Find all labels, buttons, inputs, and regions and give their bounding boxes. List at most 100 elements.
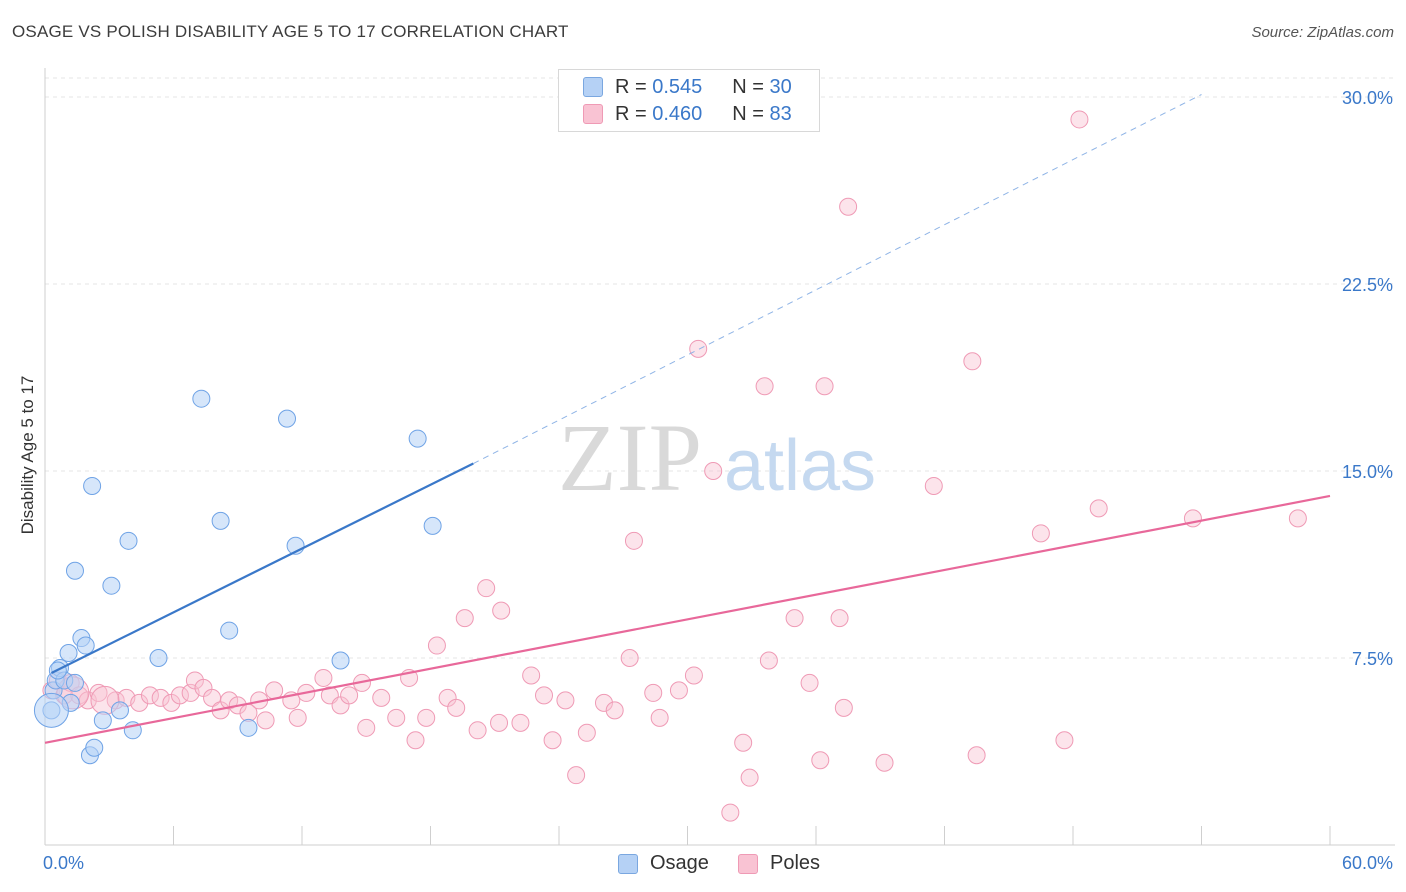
x-tick-label: 0.0% bbox=[43, 853, 84, 873]
poles-point bbox=[357, 718, 376, 737]
poles-point bbox=[967, 746, 986, 765]
poles-point bbox=[567, 766, 586, 785]
poles-point bbox=[734, 733, 753, 752]
osage-point bbox=[331, 651, 350, 670]
osage-n-value: 30 bbox=[769, 75, 792, 98]
poles-point bbox=[811, 751, 830, 770]
poles-point bbox=[1288, 509, 1307, 528]
poles-point bbox=[800, 673, 819, 692]
poles-point bbox=[963, 352, 982, 371]
source-credit: Source: ZipAtlas.com bbox=[1251, 24, 1394, 41]
poles-point bbox=[1089, 499, 1108, 518]
poles-point bbox=[477, 579, 496, 598]
osage-legend-label: Osage bbox=[650, 852, 709, 874]
poles-point bbox=[220, 691, 239, 710]
poles-point bbox=[644, 683, 663, 702]
osage-n-label: N = bbox=[732, 75, 764, 98]
poles-point bbox=[511, 713, 530, 732]
poles-point bbox=[669, 681, 688, 700]
bottom-legend-poles[interactable]: Poles bbox=[738, 852, 820, 875]
poles-point bbox=[340, 686, 359, 705]
poles-point bbox=[288, 708, 307, 727]
osage-point bbox=[220, 621, 239, 640]
osage-point bbox=[33, 692, 69, 728]
poles-point bbox=[1070, 110, 1089, 129]
osage-point bbox=[85, 738, 104, 757]
osage-point bbox=[93, 711, 112, 730]
poles-trend-line bbox=[44, 494, 1331, 744]
poles-point bbox=[815, 377, 834, 396]
poles-point bbox=[704, 462, 723, 480]
osage-swatch bbox=[583, 77, 603, 97]
trend-lines bbox=[44, 94, 1331, 744]
watermark-zip: ZIP bbox=[558, 404, 702, 511]
osage-point bbox=[110, 701, 129, 720]
osage-legend-swatch bbox=[618, 853, 638, 874]
osage-point bbox=[65, 561, 84, 580]
poles-point bbox=[492, 601, 511, 620]
chart-title: OSAGE VS POLISH DISABILITY AGE 5 TO 17 C… bbox=[12, 22, 569, 41]
poles-point bbox=[740, 768, 759, 787]
poles-point bbox=[522, 666, 541, 685]
osage-point bbox=[192, 389, 211, 408]
poles-point bbox=[406, 731, 425, 750]
axes bbox=[44, 68, 1395, 846]
grid-lines bbox=[45, 77, 1395, 659]
osage-point bbox=[119, 531, 138, 550]
poles-point bbox=[372, 688, 391, 707]
poles-point bbox=[785, 609, 804, 628]
poles-legend-swatch bbox=[738, 853, 758, 874]
poles-point bbox=[170, 686, 189, 705]
y-tick-label: 15.0% bbox=[1342, 462, 1393, 482]
poles-point bbox=[447, 698, 466, 717]
poles-point bbox=[130, 693, 149, 712]
poles-point bbox=[721, 803, 740, 822]
poles-point bbox=[605, 701, 624, 720]
poles-r-value: 0.460 bbox=[652, 102, 703, 125]
legend-row-osage: R = 0.545 N = 30 bbox=[583, 75, 792, 99]
poles-point bbox=[265, 681, 284, 700]
osage-point bbox=[408, 429, 427, 448]
legend-row-poles: R = 0.460 N = 83 bbox=[583, 102, 792, 126]
y-axis-label: Disability Age 5 to 17 bbox=[18, 375, 37, 535]
bottom-legend-osage[interactable]: Osage bbox=[618, 852, 709, 875]
watermark: ZIP atlas bbox=[558, 404, 876, 511]
osage-point bbox=[211, 511, 230, 530]
poles-point bbox=[684, 666, 703, 685]
y-tick-label: 7.5% bbox=[1352, 649, 1393, 669]
poles-point bbox=[624, 531, 643, 550]
poles-point bbox=[543, 731, 562, 750]
poles-point bbox=[89, 683, 108, 702]
poles-point bbox=[594, 693, 613, 712]
poles-point bbox=[1055, 731, 1074, 750]
osage-point bbox=[83, 476, 102, 495]
osage-point bbox=[239, 718, 258, 737]
poles-swatch bbox=[583, 104, 603, 124]
poles-point bbox=[556, 691, 575, 710]
poles-point bbox=[875, 753, 894, 772]
poles-point bbox=[151, 688, 170, 707]
poles-point bbox=[314, 668, 333, 687]
osage-r-value: 0.545 bbox=[652, 75, 703, 98]
poles-point bbox=[140, 686, 159, 705]
poles-point bbox=[834, 698, 853, 717]
poles-point bbox=[839, 197, 858, 216]
poles-point bbox=[468, 721, 487, 740]
poles-point bbox=[417, 708, 436, 727]
watermark-atlas: atlas bbox=[724, 426, 876, 506]
osage-point bbox=[102, 576, 121, 595]
poles-point bbox=[830, 609, 849, 628]
tick-labels: 7.5% 15.0% 22.5% 30.0% 0.0% 60.0% bbox=[43, 88, 1393, 873]
osage-point bbox=[278, 409, 297, 428]
poles-r-label: R = bbox=[615, 102, 647, 125]
poles-point bbox=[455, 609, 474, 628]
series-osage-points bbox=[33, 389, 442, 765]
poles-legend-label: Poles bbox=[770, 852, 821, 874]
poles-point bbox=[577, 723, 596, 742]
poles-point bbox=[535, 686, 554, 705]
poles-point bbox=[689, 339, 708, 358]
osage-trend-line bbox=[50, 462, 474, 674]
x-tick-label: 60.0% bbox=[1342, 853, 1393, 873]
poles-point bbox=[1031, 524, 1050, 543]
osage-point bbox=[149, 649, 168, 667]
